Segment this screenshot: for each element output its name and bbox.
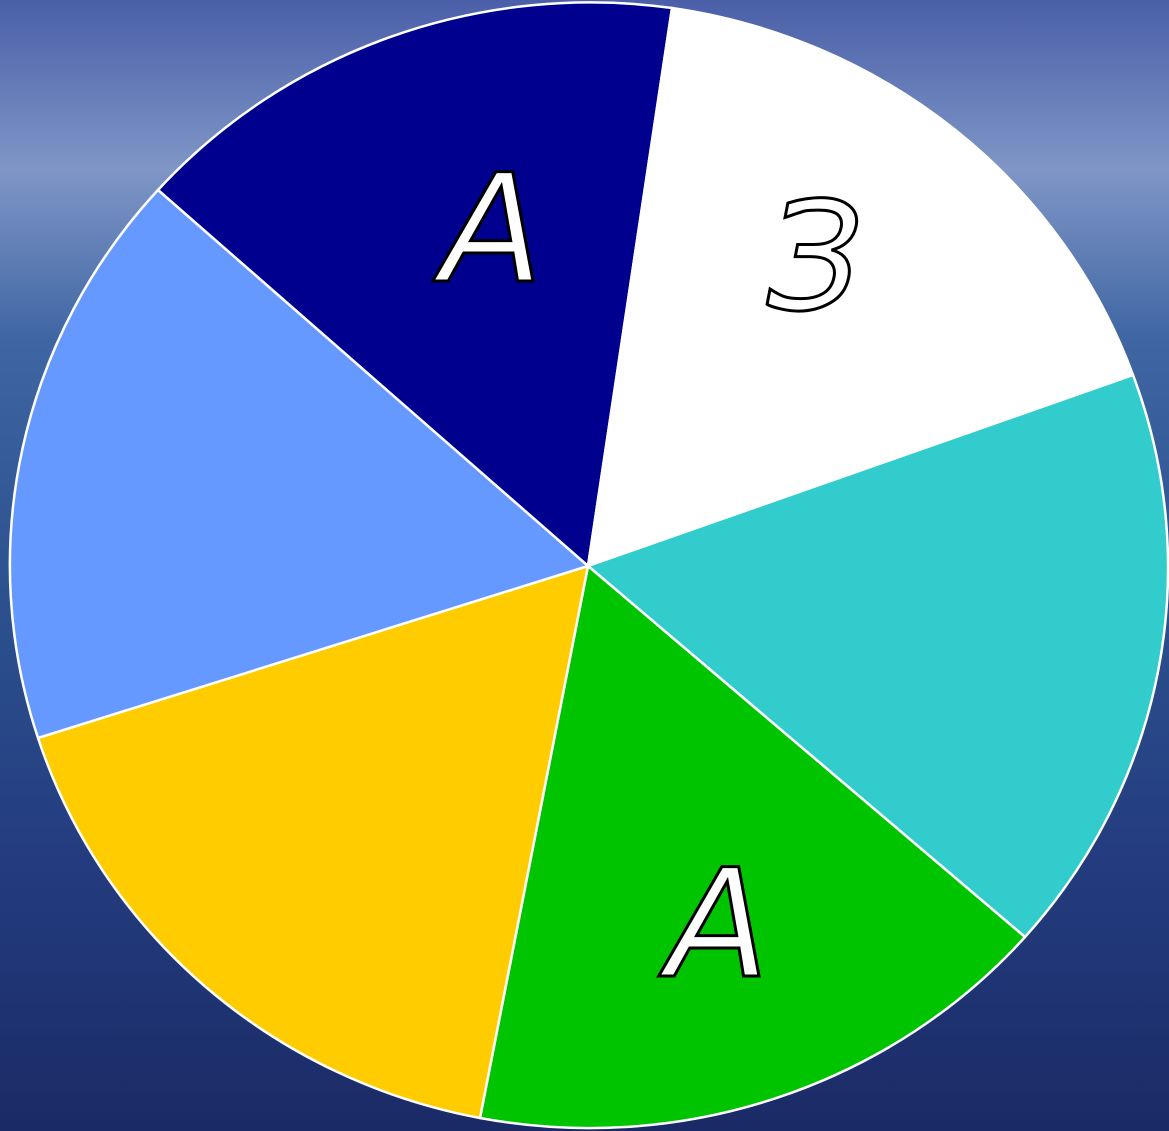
wheel-letter: З — [767, 171, 863, 345]
wedge-white — [586, 6, 1135, 568]
wedge-yellow — [36, 564, 590, 1120]
wedge-light-blue — [8, 188, 591, 740]
wheel-letter: А — [659, 838, 770, 1012]
wedge-navy — [156, 1, 674, 569]
wedge-teal — [585, 373, 1169, 939]
wheel-letter: А — [433, 143, 544, 317]
wheel — [8, 1, 1169, 1130]
wedge-green — [478, 563, 1027, 1130]
